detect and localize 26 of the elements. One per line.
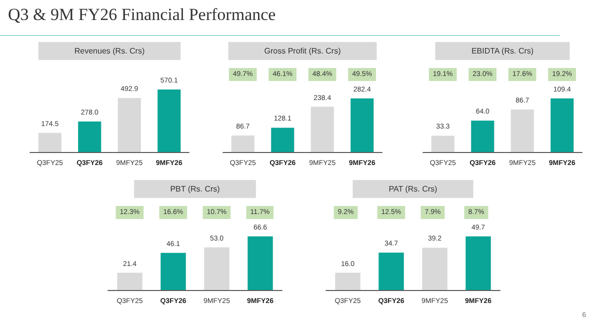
bar bbox=[335, 272, 360, 290]
bar bbox=[231, 136, 254, 152]
chart-title: Gross Profit (Rs. Crs) bbox=[264, 46, 342, 56]
bar bbox=[378, 252, 404, 290]
bar bbox=[158, 90, 181, 152]
chart-title: Revenues (Rs. Crs) bbox=[74, 46, 145, 56]
chart-title: EBIDTA (Rs. Crs) bbox=[471, 46, 534, 56]
text: Q3 & 9M FY26 Financial Performance bbox=[8, 5, 276, 25]
chart-title: PAT (Rs. Crs) bbox=[388, 184, 438, 194]
bar bbox=[271, 128, 294, 152]
bar bbox=[466, 236, 491, 290]
bar bbox=[431, 136, 454, 152]
bar bbox=[350, 98, 374, 152]
bar bbox=[204, 247, 230, 290]
bar bbox=[310, 106, 334, 152]
bar bbox=[471, 120, 494, 152]
bar bbox=[160, 252, 186, 290]
bar bbox=[38, 132, 62, 152]
bar bbox=[550, 98, 574, 152]
chart-title: PBT (Rs. Crs) bbox=[170, 184, 220, 194]
bar bbox=[78, 122, 102, 152]
bar bbox=[118, 98, 141, 152]
bar bbox=[510, 110, 534, 152]
bar bbox=[248, 236, 273, 290]
bar bbox=[422, 248, 448, 290]
bar bbox=[117, 272, 142, 290]
